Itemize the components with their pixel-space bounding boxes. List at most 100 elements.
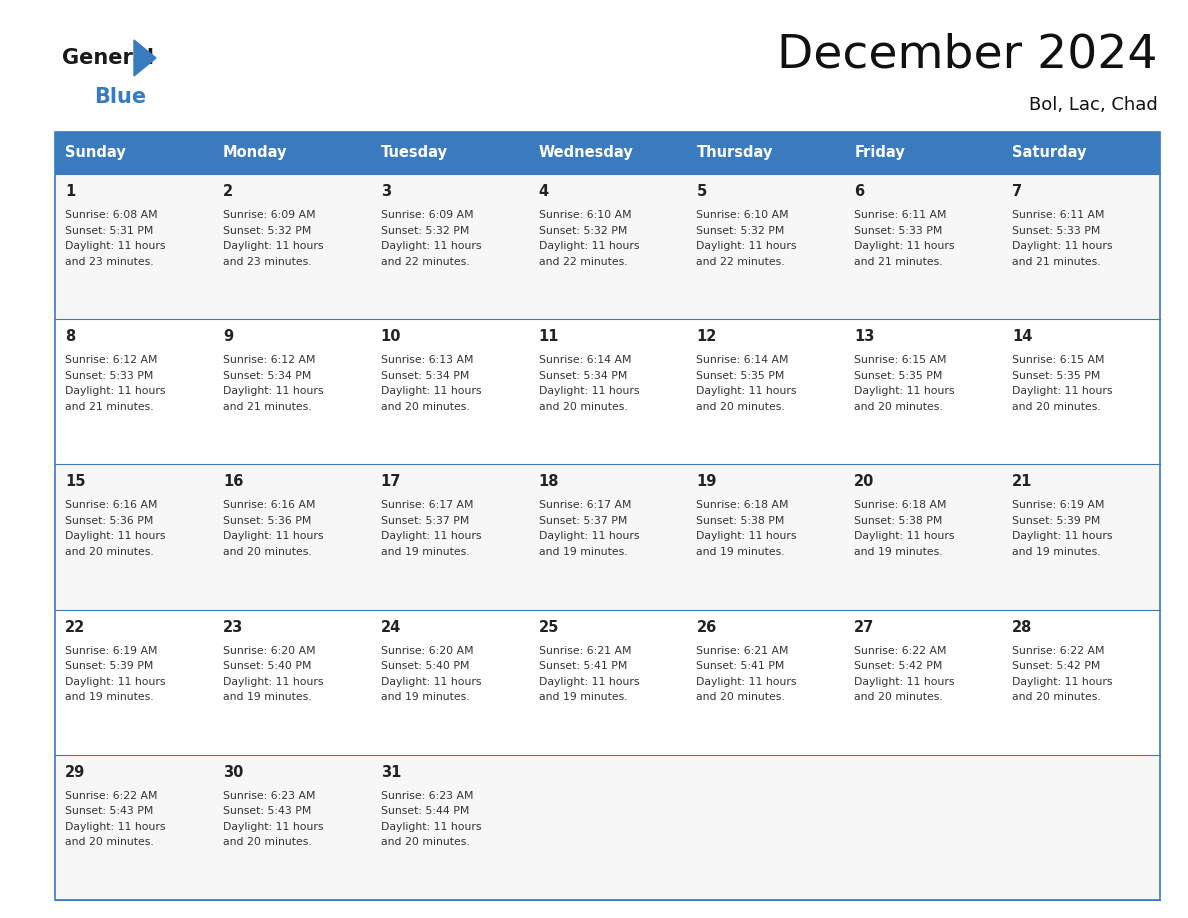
Text: Daylight: 11 hours: Daylight: 11 hours xyxy=(65,532,165,542)
Text: Daylight: 11 hours: Daylight: 11 hours xyxy=(380,822,481,832)
Bar xyxy=(529,174,687,319)
Text: 28: 28 xyxy=(1012,620,1032,634)
Text: Sunrise: 6:09 AM: Sunrise: 6:09 AM xyxy=(223,210,316,220)
Text: Bol, Lac, Chad: Bol, Lac, Chad xyxy=(1029,96,1158,114)
Text: 17: 17 xyxy=(380,475,402,489)
Text: Friday: Friday xyxy=(854,145,905,161)
Text: Sunset: 5:37 PM: Sunset: 5:37 PM xyxy=(538,516,627,526)
Text: Sunday: Sunday xyxy=(65,145,126,161)
Text: Daylight: 11 hours: Daylight: 11 hours xyxy=(65,386,165,397)
Bar xyxy=(529,755,687,900)
Text: Sunrise: 6:09 AM: Sunrise: 6:09 AM xyxy=(380,210,473,220)
Bar xyxy=(687,610,845,755)
Bar xyxy=(371,465,529,610)
Text: Daylight: 11 hours: Daylight: 11 hours xyxy=(380,677,481,687)
Text: Sunset: 5:42 PM: Sunset: 5:42 PM xyxy=(1012,661,1100,671)
Text: Daylight: 11 hours: Daylight: 11 hours xyxy=(538,532,639,542)
Text: Blue: Blue xyxy=(94,87,146,107)
Bar xyxy=(213,174,371,319)
Bar xyxy=(845,610,1003,755)
Text: and 20 minutes.: and 20 minutes. xyxy=(696,692,785,702)
Text: Sunrise: 6:20 AM: Sunrise: 6:20 AM xyxy=(380,645,473,655)
Text: and 20 minutes.: and 20 minutes. xyxy=(854,692,943,702)
Text: and 19 minutes.: and 19 minutes. xyxy=(380,547,469,557)
Text: Sunset: 5:34 PM: Sunset: 5:34 PM xyxy=(223,371,311,381)
Text: and 21 minutes.: and 21 minutes. xyxy=(65,402,153,411)
Bar xyxy=(845,319,1003,465)
Text: Sunrise: 6:10 AM: Sunrise: 6:10 AM xyxy=(696,210,789,220)
Text: 30: 30 xyxy=(223,765,244,779)
Text: Daylight: 11 hours: Daylight: 11 hours xyxy=(854,386,955,397)
Text: Daylight: 11 hours: Daylight: 11 hours xyxy=(1012,677,1113,687)
Text: Daylight: 11 hours: Daylight: 11 hours xyxy=(696,241,797,251)
Text: Daylight: 11 hours: Daylight: 11 hours xyxy=(65,822,165,832)
Bar xyxy=(845,174,1003,319)
Text: Sunset: 5:39 PM: Sunset: 5:39 PM xyxy=(65,661,153,671)
Text: Sunrise: 6:17 AM: Sunrise: 6:17 AM xyxy=(538,500,631,510)
Bar xyxy=(687,465,845,610)
Text: Daylight: 11 hours: Daylight: 11 hours xyxy=(538,677,639,687)
Bar xyxy=(1003,755,1159,900)
Bar xyxy=(687,755,845,900)
Text: Sunset: 5:38 PM: Sunset: 5:38 PM xyxy=(854,516,942,526)
Text: Sunrise: 6:12 AM: Sunrise: 6:12 AM xyxy=(223,355,315,365)
Text: Daylight: 11 hours: Daylight: 11 hours xyxy=(854,677,955,687)
Bar xyxy=(55,755,213,900)
Text: and 20 minutes.: and 20 minutes. xyxy=(380,402,469,411)
Text: and 20 minutes.: and 20 minutes. xyxy=(65,837,153,847)
Text: and 21 minutes.: and 21 minutes. xyxy=(223,402,311,411)
Text: Sunrise: 6:18 AM: Sunrise: 6:18 AM xyxy=(696,500,789,510)
Text: Sunrise: 6:12 AM: Sunrise: 6:12 AM xyxy=(65,355,158,365)
Text: and 19 minutes.: and 19 minutes. xyxy=(538,692,627,702)
Text: Sunrise: 6:16 AM: Sunrise: 6:16 AM xyxy=(65,500,158,510)
Bar xyxy=(845,465,1003,610)
Text: and 22 minutes.: and 22 minutes. xyxy=(380,256,469,266)
Text: Sunset: 5:35 PM: Sunset: 5:35 PM xyxy=(696,371,785,381)
Text: Sunset: 5:35 PM: Sunset: 5:35 PM xyxy=(1012,371,1100,381)
Bar xyxy=(1003,610,1159,755)
Bar xyxy=(1003,174,1159,319)
Bar xyxy=(371,174,529,319)
Text: Sunset: 5:35 PM: Sunset: 5:35 PM xyxy=(854,371,942,381)
Text: Sunset: 5:43 PM: Sunset: 5:43 PM xyxy=(223,806,311,816)
Bar xyxy=(213,465,371,610)
Text: 9: 9 xyxy=(223,330,233,344)
Text: 26: 26 xyxy=(696,620,716,634)
Text: Sunrise: 6:08 AM: Sunrise: 6:08 AM xyxy=(65,210,158,220)
Text: Saturday: Saturday xyxy=(1012,145,1087,161)
Bar xyxy=(371,755,529,900)
Text: 11: 11 xyxy=(538,330,560,344)
Text: Daylight: 11 hours: Daylight: 11 hours xyxy=(223,386,323,397)
Bar xyxy=(687,319,845,465)
Text: Sunset: 5:32 PM: Sunset: 5:32 PM xyxy=(538,226,627,236)
Text: and 20 minutes.: and 20 minutes. xyxy=(1012,402,1101,411)
Text: and 20 minutes.: and 20 minutes. xyxy=(854,402,943,411)
Text: Tuesday: Tuesday xyxy=(380,145,448,161)
Bar xyxy=(213,755,371,900)
Text: Sunrise: 6:22 AM: Sunrise: 6:22 AM xyxy=(65,790,158,800)
Text: Wednesday: Wednesday xyxy=(538,145,633,161)
Text: Sunset: 5:33 PM: Sunset: 5:33 PM xyxy=(65,371,153,381)
Text: Sunrise: 6:11 AM: Sunrise: 6:11 AM xyxy=(854,210,947,220)
Text: 3: 3 xyxy=(380,184,391,199)
Text: 8: 8 xyxy=(65,330,75,344)
Bar xyxy=(1003,465,1159,610)
Text: Thursday: Thursday xyxy=(696,145,773,161)
Text: 16: 16 xyxy=(223,475,244,489)
Text: Sunset: 5:34 PM: Sunset: 5:34 PM xyxy=(538,371,627,381)
Text: Sunrise: 6:19 AM: Sunrise: 6:19 AM xyxy=(65,645,158,655)
Text: 4: 4 xyxy=(538,184,549,199)
Text: 13: 13 xyxy=(854,330,874,344)
Text: and 21 minutes.: and 21 minutes. xyxy=(854,256,943,266)
Bar xyxy=(213,319,371,465)
Text: December 2024: December 2024 xyxy=(777,32,1158,77)
Text: 14: 14 xyxy=(1012,330,1032,344)
Text: and 20 minutes.: and 20 minutes. xyxy=(696,402,785,411)
Text: Sunset: 5:36 PM: Sunset: 5:36 PM xyxy=(223,516,311,526)
Text: Daylight: 11 hours: Daylight: 11 hours xyxy=(65,241,165,251)
Bar xyxy=(529,610,687,755)
Bar xyxy=(1003,319,1159,465)
Text: 7: 7 xyxy=(1012,184,1022,199)
Bar xyxy=(55,132,1159,900)
Text: 22: 22 xyxy=(65,620,86,634)
